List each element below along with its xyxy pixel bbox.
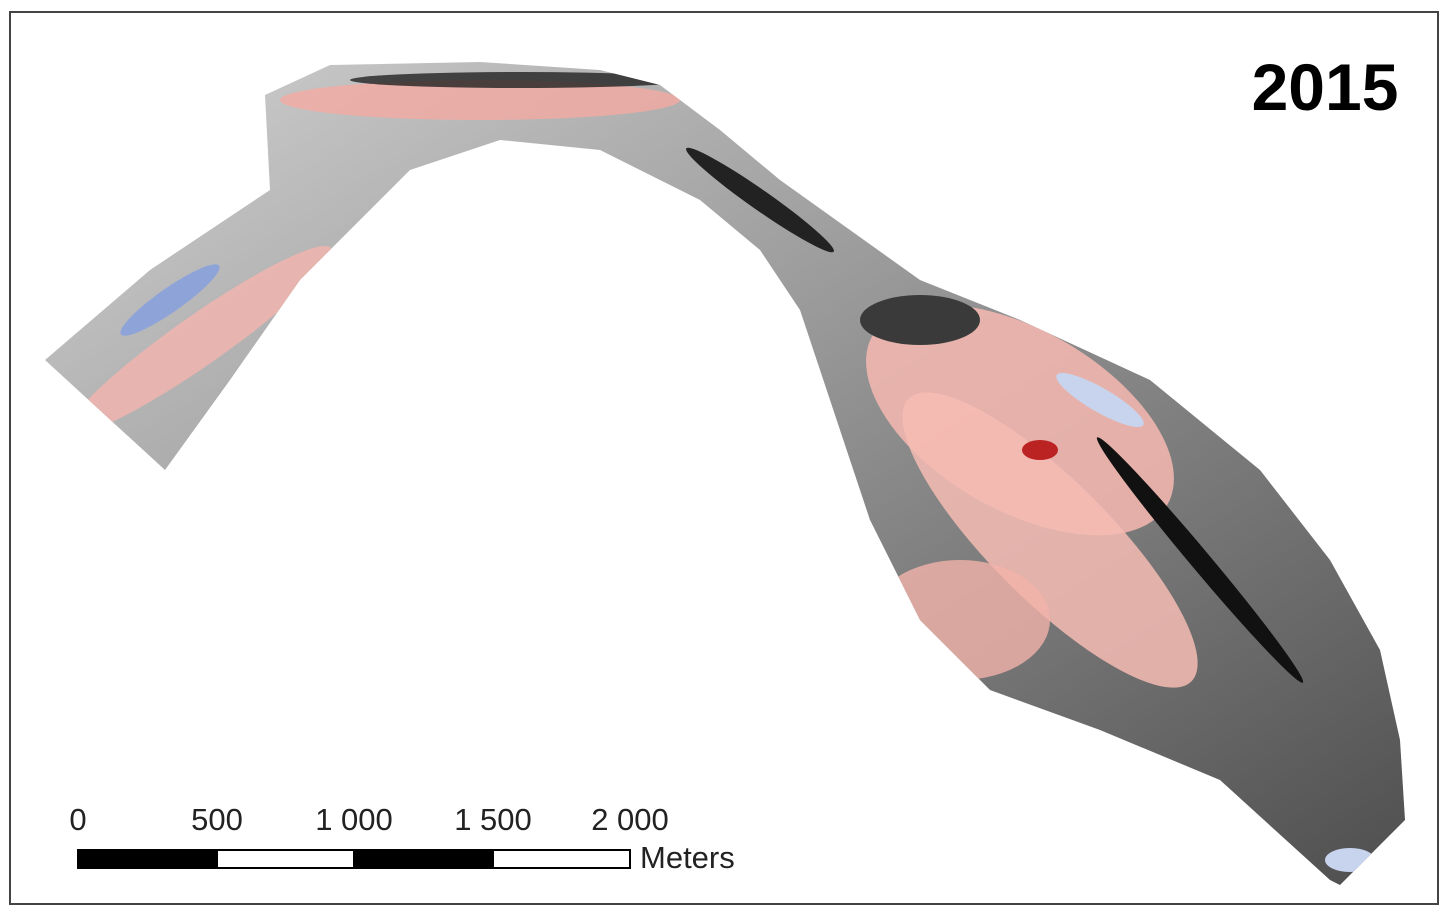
scale-segment: [216, 849, 355, 869]
scale-label: 0: [69, 802, 86, 837]
scale-label: 1 000: [315, 802, 393, 837]
map-year: 2015: [1252, 50, 1399, 124]
scale-bar: 0 500 1 000 1 500 2 000 Meters: [69, 802, 734, 875]
scale-segment: [492, 849, 631, 869]
scale-segment: [353, 849, 494, 869]
scale-unit: Meters: [640, 840, 735, 875]
scale-label: 1 500: [454, 802, 532, 837]
scale-label: 2 000: [591, 802, 669, 837]
scale-segment: [77, 849, 218, 869]
scale-label: 500: [191, 802, 243, 837]
